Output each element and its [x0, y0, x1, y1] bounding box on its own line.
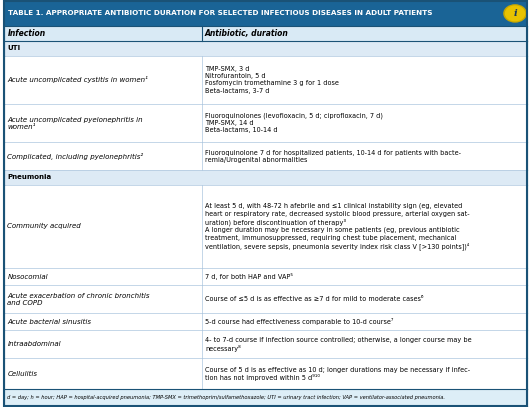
Text: Complicated, including pyelonephritis²: Complicated, including pyelonephritis² — [7, 153, 143, 160]
Text: 5-d course had effectiveness comparable to 10-d course⁷: 5-d course had effectiveness comparable … — [205, 318, 393, 325]
Text: i: i — [513, 9, 517, 18]
Circle shape — [504, 5, 526, 22]
Text: 4- to 7-d course if infection source controlled; otherwise, a longer course may : 4- to 7-d course if infection source con… — [205, 337, 472, 352]
Text: Antibiotic, duration: Antibiotic, duration — [205, 29, 289, 38]
Text: Acute uncomplicated pyelonephritis in
women¹: Acute uncomplicated pyelonephritis in wo… — [7, 116, 143, 129]
FancyBboxPatch shape — [4, 171, 527, 184]
Text: Pneumonia: Pneumonia — [7, 175, 52, 180]
Text: Fluoroquinolones (levofloxacin, 5 d; ciprofloxacin, 7 d)
TMP-SMX, 14 d
Beta-lact: Fluoroquinolones (levofloxacin, 5 d; cip… — [205, 112, 383, 133]
FancyBboxPatch shape — [4, 56, 527, 104]
Text: Infection: Infection — [7, 29, 46, 38]
Text: TMP-SMX, 3 d
Nitrofurantoin, 5 d
Fosfomycin tromethamine 3 g for 1 dose
Beta-lac: TMP-SMX, 3 d Nitrofurantoin, 5 d Fosfomy… — [205, 66, 339, 94]
FancyBboxPatch shape — [4, 268, 527, 285]
Text: Acute bacterial sinusitis: Acute bacterial sinusitis — [7, 319, 91, 325]
Text: Acute uncomplicated cystitis in women¹: Acute uncomplicated cystitis in women¹ — [7, 76, 148, 83]
Text: Acute exacerbation of chronic bronchitis
and COPD: Acute exacerbation of chronic bronchitis… — [7, 293, 150, 306]
FancyBboxPatch shape — [4, 1, 527, 26]
FancyBboxPatch shape — [4, 313, 527, 330]
FancyBboxPatch shape — [4, 330, 527, 359]
FancyBboxPatch shape — [4, 41, 527, 56]
Text: 7 d, for both HAP and VAP⁵: 7 d, for both HAP and VAP⁵ — [205, 273, 293, 280]
Text: UTI: UTI — [7, 46, 21, 51]
FancyBboxPatch shape — [4, 359, 527, 389]
Text: Course of 5 d is as effective as 10 d; longer durations may be necessary if infe: Course of 5 d is as effective as 10 d; l… — [205, 367, 470, 381]
FancyBboxPatch shape — [4, 285, 527, 313]
Text: Intraabdominal: Intraabdominal — [7, 341, 61, 347]
FancyBboxPatch shape — [4, 184, 527, 268]
Text: TABLE 1. APPROPRIATE ANTIBIOTIC DURATION FOR SELECTED INFECTIOUS DISEASES IN ADU: TABLE 1. APPROPRIATE ANTIBIOTIC DURATION… — [8, 11, 433, 16]
Text: Community acquired: Community acquired — [7, 223, 81, 230]
Text: Course of ≤5 d is as effective as ≥7 d for mild to moderate cases⁶: Course of ≤5 d is as effective as ≥7 d f… — [205, 296, 423, 302]
FancyBboxPatch shape — [4, 389, 527, 406]
Text: Cellulitis: Cellulitis — [7, 371, 37, 377]
Text: At least 5 d, with 48-72 h afebrile and ≤1 clinical instability sign (eg, elevat: At least 5 d, with 48-72 h afebrile and … — [205, 203, 469, 250]
Text: Nosocomial: Nosocomial — [7, 274, 48, 280]
Text: d = day; h = hour; HAP = hospital-acquired pneumonia; TMP-SMX = trimethoprim/sul: d = day; h = hour; HAP = hospital-acquir… — [7, 395, 446, 400]
FancyBboxPatch shape — [4, 26, 527, 41]
FancyBboxPatch shape — [4, 104, 527, 142]
Circle shape — [506, 6, 525, 21]
FancyBboxPatch shape — [4, 142, 527, 171]
Text: Fluoroquinolone 7 d for hospitalized patients, 10-14 d for patients with bacte-
: Fluoroquinolone 7 d for hospitalized pat… — [205, 150, 461, 163]
